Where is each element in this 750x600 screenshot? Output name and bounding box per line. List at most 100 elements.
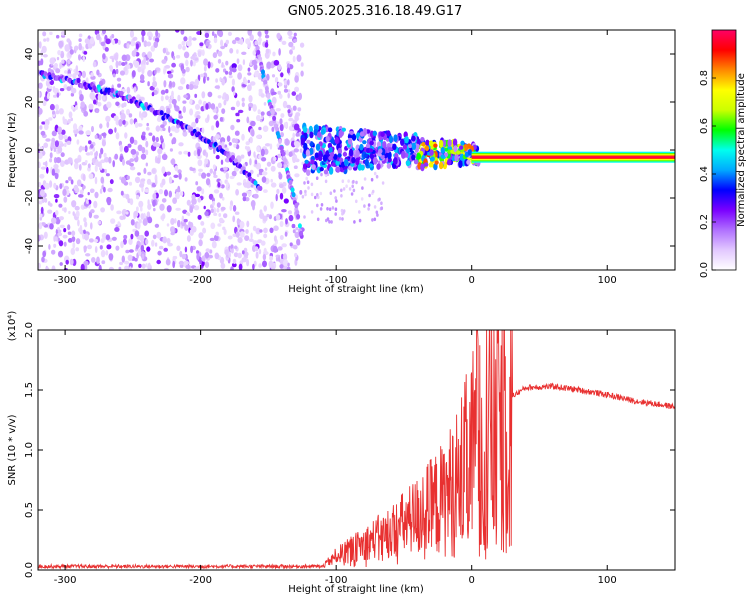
spectrogram-noise-cell [244, 79, 248, 85]
spectrogram-band-cell [438, 161, 444, 170]
spectrogram-noise-cell [140, 206, 143, 212]
spectrogram-noise-cell [288, 214, 294, 222]
spectrogram-noise-cell [281, 209, 287, 213]
spectrogram-noise-cell [185, 66, 190, 73]
spectrogram-noise-cell [151, 182, 157, 188]
spectrogram-trace-cell [294, 203, 299, 209]
spectrogram-noise-cell [282, 100, 288, 109]
spectrogram-noise-cell [70, 247, 76, 255]
spectrogram-noise-cell [334, 196, 338, 200]
spectrogram-noise-cell [352, 179, 355, 184]
spectrogram-noise-cell [58, 203, 63, 208]
spectrogram-noise-cell [255, 251, 259, 259]
spectrogram-noise-cell [288, 151, 293, 157]
spectrogram-noise-cell [47, 67, 52, 74]
spectrogram-noise-cell [108, 266, 114, 270]
spectrogram-noise-cell [49, 180, 53, 188]
spectrogram-noise-cell [66, 86, 72, 92]
spectrogram-noise-cell [97, 220, 102, 225]
spectrogram-noise-cell [128, 266, 132, 270]
spectrogram-noise-cell [227, 31, 232, 36]
spectrogram-noise-cell [134, 230, 140, 237]
spectrogram-noise-cell [263, 227, 268, 234]
spectrogram-noise-cell [276, 188, 280, 195]
spectrogram-noise-cell [264, 42, 269, 48]
spectrogram-noise-cell [277, 90, 282, 95]
spectrogram-noise-cell [171, 62, 177, 68]
spectrogram-noise-cell [70, 179, 74, 185]
spectrogram-band-cell [420, 137, 425, 142]
spectrogram-noise-cell [225, 39, 229, 45]
spectrogram-noise-cell [277, 63, 282, 71]
spectrogram-noise-cell [266, 73, 270, 81]
spectrogram-noise-cell [185, 59, 189, 67]
spectrogram-noise-cell [245, 141, 250, 146]
spectrogram-noise-cell [120, 190, 124, 196]
spectrogram-noise-cell [104, 168, 107, 174]
spectrogram-noise-cell [249, 158, 252, 166]
spectrogram-trace-cell [288, 179, 293, 186]
spectrogram-noise-cell [117, 221, 121, 227]
spectrogram-noise-cell [348, 187, 352, 191]
spectrogram-noise-cell [182, 45, 186, 51]
spectrogram-noise-cell [158, 188, 164, 195]
spectrogram-trace-cell [233, 158, 238, 164]
spectrogram-noise-cell [211, 125, 215, 131]
spectrogram-band-cell [411, 142, 417, 150]
spectrogram-noise-cell [51, 130, 57, 137]
spectrogram-noise-cell [129, 162, 135, 167]
spectrogram-noise-cell [41, 45, 47, 54]
spectrogram-band-cell [405, 148, 410, 154]
spectrogram-band-cell [380, 131, 385, 137]
spectrogram-band-cell [387, 147, 393, 152]
spectrogram-noise-cell [283, 88, 289, 93]
spectrogram-noise-cell [231, 63, 237, 69]
spectrogram-noise-cell [128, 113, 133, 118]
spectrogram-noise-cell [248, 95, 253, 103]
spectrogram-noise-cell [219, 77, 222, 82]
spectrogram-noise-cell [195, 111, 201, 115]
spectrogram-noise-cell [39, 189, 45, 197]
spectrogram-noise-cell [220, 262, 226, 269]
spectrogram-noise-cell [115, 132, 120, 140]
spectrogram-noise-cell [53, 182, 57, 189]
spectrogram-noise-cell [146, 41, 152, 47]
spectrogram-band-cell [328, 147, 333, 154]
spectrogram-noise-cell [249, 81, 256, 86]
spectrogram-noise-cell [326, 217, 330, 221]
spectrogram-noise-cell [59, 143, 65, 147]
spectrogram-noise-cell [147, 70, 153, 77]
colorbar-tick-label: 0.4 [699, 166, 710, 182]
spectrogram-noise-cell [120, 176, 127, 184]
spectrogram-noise-cell [341, 179, 345, 183]
spectrogram-noise-cell [39, 213, 43, 218]
spectrogram-noise-cell [145, 238, 149, 245]
spectrogram-noise-cell [38, 143, 41, 147]
spectrogram-noise-cell [214, 85, 220, 89]
spectrogram-noise-cell [135, 244, 139, 250]
spectrogram-noise-cell [263, 189, 268, 194]
snr-ytick-label: 0.5 [24, 502, 35, 518]
spectrogram-noise-cell [111, 236, 117, 241]
spectrogram-noise-cell [215, 154, 220, 160]
spectrogram-band-cell [320, 128, 326, 135]
spectrogram-noise-cell [160, 95, 164, 102]
spectrogram-noise-cell [81, 70, 86, 78]
spectrogram-noise-cell [340, 194, 343, 198]
spectrogram-noise-cell [294, 114, 299, 122]
spectrogram-noise-cell [127, 254, 133, 261]
spectrogram-noise-cell [215, 120, 220, 128]
spectrogram-band-cell [405, 160, 411, 167]
spectrogram-band-cell [318, 155, 323, 162]
spectrogram-noise-cell [50, 141, 55, 149]
spectrogram-noise-cell [185, 264, 191, 270]
spectrogram-noise-cell [183, 36, 188, 42]
spectrogram-ytick-label: -20 [24, 190, 35, 206]
spectrogram-noise-cell [112, 39, 115, 46]
spectrogram-noise-cell [247, 30, 252, 36]
spectrogram-band-cell [430, 156, 435, 162]
spectrogram-noise-cell [207, 61, 211, 69]
spectrogram-noise-cell [162, 142, 166, 150]
spectrogram-noise-cell [119, 144, 123, 152]
spectrogram-noise-cell [215, 231, 219, 237]
